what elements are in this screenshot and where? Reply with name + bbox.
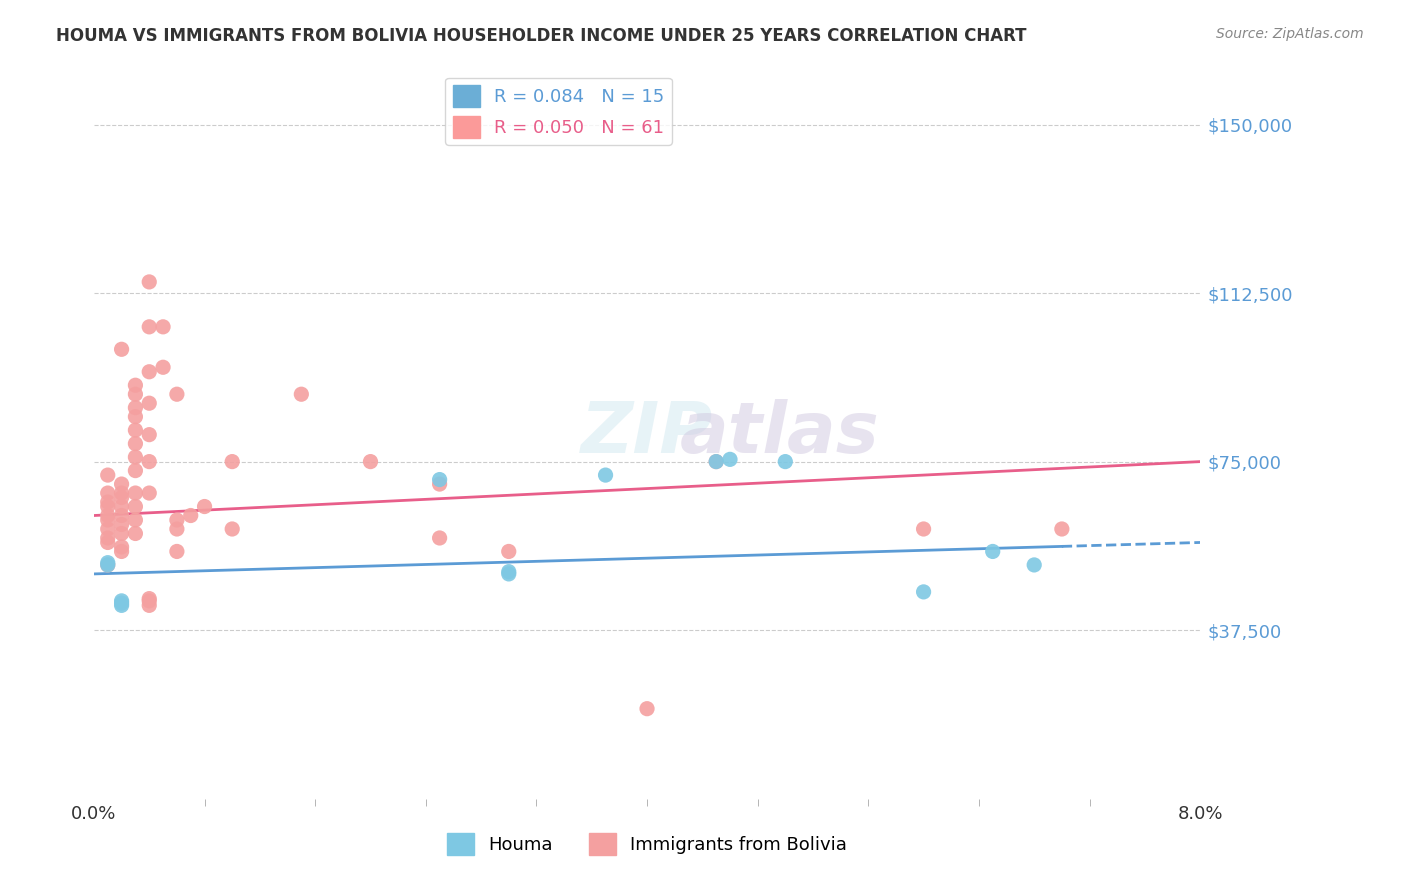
Point bbox=[97, 486, 120, 500]
Point bbox=[1050, 522, 1073, 536]
Point bbox=[775, 454, 797, 468]
Text: ZIP: ZIP bbox=[581, 399, 713, 468]
Point bbox=[429, 531, 451, 545]
Point bbox=[97, 513, 120, 527]
Point bbox=[138, 319, 160, 334]
Text: atlas: atlas bbox=[681, 399, 880, 468]
Point bbox=[1024, 558, 1046, 572]
Point bbox=[124, 436, 146, 450]
Point bbox=[124, 513, 146, 527]
Point bbox=[124, 526, 146, 541]
Point bbox=[138, 594, 160, 608]
Point bbox=[110, 477, 132, 491]
Point bbox=[498, 565, 520, 579]
Point bbox=[97, 468, 120, 483]
Point bbox=[138, 591, 160, 606]
Point bbox=[110, 540, 132, 554]
Point bbox=[110, 526, 132, 541]
Legend: R = 0.084   N = 15, R = 0.050   N = 61: R = 0.084 N = 15, R = 0.050 N = 61 bbox=[446, 78, 672, 145]
Point bbox=[359, 454, 381, 468]
Point bbox=[97, 558, 120, 572]
Point bbox=[110, 500, 132, 514]
Text: HOUMA VS IMMIGRANTS FROM BOLIVIA HOUSEHOLDER INCOME UNDER 25 YEARS CORRELATION C: HOUMA VS IMMIGRANTS FROM BOLIVIA HOUSEHO… bbox=[56, 27, 1026, 45]
Point bbox=[97, 558, 120, 572]
Point bbox=[124, 423, 146, 437]
Point bbox=[110, 596, 132, 610]
Point bbox=[110, 508, 132, 523]
Point bbox=[429, 477, 451, 491]
Point bbox=[124, 500, 146, 514]
Point bbox=[97, 495, 120, 509]
Point bbox=[636, 701, 658, 715]
Point bbox=[498, 544, 520, 558]
Text: Source: ZipAtlas.com: Source: ZipAtlas.com bbox=[1216, 27, 1364, 41]
Point bbox=[124, 387, 146, 401]
Point bbox=[124, 409, 146, 424]
Point bbox=[97, 535, 120, 549]
Point bbox=[498, 566, 520, 581]
Point bbox=[166, 387, 188, 401]
Point bbox=[193, 500, 215, 514]
Point bbox=[124, 378, 146, 392]
Point bbox=[110, 343, 132, 357]
Point bbox=[595, 468, 617, 483]
Point bbox=[138, 486, 160, 500]
Point bbox=[138, 275, 160, 289]
Point bbox=[152, 360, 174, 375]
Point bbox=[221, 522, 243, 536]
Point bbox=[138, 454, 160, 468]
Point bbox=[110, 544, 132, 558]
Point bbox=[97, 556, 120, 570]
Point bbox=[704, 454, 727, 468]
Point bbox=[110, 486, 132, 500]
Point bbox=[718, 452, 741, 467]
Point bbox=[152, 319, 174, 334]
Point bbox=[97, 522, 120, 536]
Point bbox=[110, 599, 132, 613]
Point bbox=[97, 508, 120, 523]
Point bbox=[97, 531, 120, 545]
Point bbox=[124, 450, 146, 464]
Point bbox=[912, 585, 935, 599]
Point bbox=[110, 594, 132, 608]
Point bbox=[981, 544, 1004, 558]
Point bbox=[138, 396, 160, 410]
Point bbox=[97, 500, 120, 514]
Point bbox=[290, 387, 312, 401]
Point bbox=[912, 522, 935, 536]
Point bbox=[180, 508, 202, 523]
Point bbox=[166, 522, 188, 536]
Point bbox=[704, 454, 727, 468]
Point bbox=[124, 464, 146, 478]
Point bbox=[166, 544, 188, 558]
Point bbox=[138, 599, 160, 613]
Point bbox=[124, 486, 146, 500]
Point bbox=[166, 513, 188, 527]
Point bbox=[221, 454, 243, 468]
Point bbox=[429, 473, 451, 487]
Point bbox=[138, 427, 160, 442]
Point bbox=[124, 401, 146, 415]
Point bbox=[138, 365, 160, 379]
Point bbox=[110, 491, 132, 505]
Point bbox=[110, 517, 132, 532]
